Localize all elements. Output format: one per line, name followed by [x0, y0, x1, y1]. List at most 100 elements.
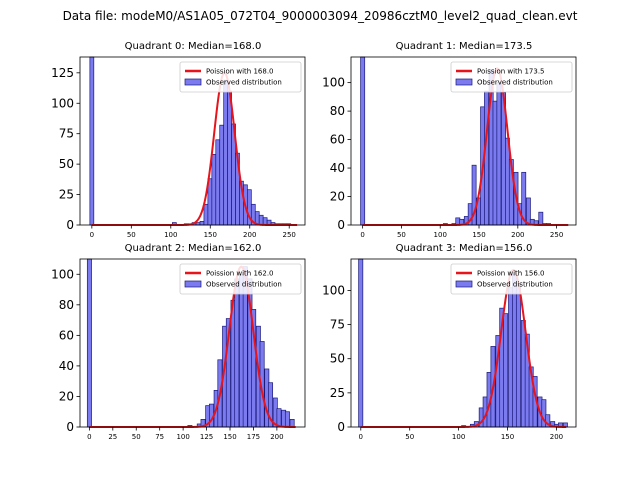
panel-title: Quadrant 1: Median=173.5 [396, 41, 533, 52]
plot-area: 0 25 50 75 100 0 50 100 150 200 [322, 258, 577, 441]
histogram-bar [199, 221, 205, 226]
legend-label-observed: Observed distribution [477, 281, 553, 289]
y-tick-label: 0 [337, 218, 345, 232]
x-tick-label: 200 [511, 231, 524, 239]
x-tick-label: 250 [550, 231, 563, 239]
x-tick-label: 150 [501, 433, 514, 441]
histogram-bar [360, 56, 366, 226]
legend: Poission with 162.0 Observed distributio… [179, 263, 302, 295]
x-tick-label: 150 [204, 231, 217, 239]
y-tick-label: 0 [66, 420, 74, 434]
histogram-bar [538, 211, 544, 226]
x-tick-label: 75 [155, 433, 164, 441]
panel-quadrant-0: Quadrant 0: Median=168.0 0 25 50 75 100 125 0 5… [51, 41, 306, 239]
y-tick-label: 20 [59, 389, 74, 403]
poisson-curve [91, 71, 298, 226]
x-tick-label: 200 [270, 433, 283, 441]
y-tick-label: 125 [51, 66, 74, 80]
x-tick-label: 50 [127, 231, 136, 239]
histogram-bar [211, 154, 217, 226]
x-tick-label: 0 [359, 433, 363, 441]
legend-label-poisson: Poission with 156.0 [477, 270, 545, 278]
x-tick-label: 25 [108, 433, 117, 441]
axes-frame [79, 56, 306, 226]
legend-bar-swatch [455, 280, 473, 288]
x-tick-label: 0 [360, 231, 364, 239]
legend: Poission with 168.0 Observed distributio… [179, 61, 302, 93]
y-tick-label: 60 [59, 328, 74, 342]
y-tick-label: 40 [330, 161, 345, 175]
panel-quadrant-2: Quadrant 2: Median=162.0 0 20 40 60 80 100 0 25… [51, 243, 306, 441]
legend-bar-swatch [455, 78, 473, 86]
histogram-bar [234, 278, 240, 428]
histogram-bar [219, 124, 225, 226]
histogram-bar [503, 313, 509, 428]
legend-label-observed: Observed distribution [206, 281, 282, 289]
legend-bar-swatch [184, 280, 202, 288]
histogram-bar [358, 258, 364, 428]
axes-frame [350, 56, 577, 226]
histogram-bar [515, 283, 521, 428]
panel-title: Quadrant 0: Median=168.0 [125, 41, 262, 52]
panel-quadrant-3: Quadrant 3: Median=156.0 0 25 50 75 100 0 50 10… [322, 243, 577, 441]
x-tick-label: 0 [90, 231, 94, 239]
histogram-bar [258, 214, 264, 226]
y-tick-label: 40 [59, 359, 74, 373]
histogram-bar [89, 56, 95, 226]
legend-label-poisson: Poission with 162.0 [206, 270, 274, 278]
legend-box [179, 263, 302, 295]
histogram-bar [492, 100, 498, 226]
y-tick-label: 80 [330, 104, 345, 118]
y-tick-label: 50 [59, 157, 74, 171]
y-tick-label: 75 [59, 127, 74, 141]
legend: Poission with 156.0 Observed distributio… [450, 263, 573, 295]
x-tick-label: 100 [434, 231, 447, 239]
histogram-bar [289, 419, 295, 428]
panel-quadrant-1: Quadrant 1: Median=173.5 0 20 40 60 80 100 0 50… [322, 41, 577, 239]
y-tick-label: 0 [66, 218, 74, 232]
panel-title: Quadrant 2: Median=162.0 [125, 243, 262, 254]
x-tick-label: 0 [87, 433, 91, 441]
x-tick-label: 100 [452, 433, 465, 441]
x-tick-label: 150 [472, 231, 485, 239]
histogram-bar [86, 258, 92, 428]
histogram-bar [284, 411, 290, 428]
histogram-bar [484, 90, 489, 226]
x-tick-label: 200 [550, 433, 563, 441]
histogram-bar [215, 139, 221, 226]
x-tick-label: 150 [223, 433, 236, 441]
legend-label-observed: Observed distribution [206, 79, 282, 87]
histogram-bar [227, 90, 232, 226]
y-tick-label: 100 [51, 267, 74, 281]
histogram-bar [223, 79, 228, 226]
x-tick-label: 50 [405, 433, 414, 441]
y-tick-label: 60 [330, 133, 345, 147]
legend: Poission with 173.5 Observed distributio… [450, 61, 573, 93]
y-tick-label: 75 [330, 318, 345, 332]
histogram-bar [276, 408, 282, 428]
legend-box [450, 61, 573, 93]
axes-frame [79, 258, 306, 428]
y-tick-label: 25 [59, 188, 74, 202]
y-tick-label: 100 [51, 96, 74, 110]
y-tick-label: 20 [330, 190, 345, 204]
legend-bar-swatch [184, 78, 202, 86]
legend-box [450, 263, 573, 295]
y-tick-label: 100 [322, 283, 345, 297]
histogram-bar [203, 203, 209, 226]
histogram-bar [496, 82, 502, 226]
legend-label-poisson: Poission with 168.0 [206, 68, 274, 76]
y-tick-label: 100 [322, 76, 345, 90]
x-tick-label: 50 [132, 433, 141, 441]
figure-title: Data file: modeM0/AS1A05_072T04_90000030… [63, 9, 578, 23]
legend-label-observed: Observed distribution [477, 79, 553, 87]
y-tick-label: 25 [330, 386, 345, 400]
y-tick-label: 50 [330, 352, 345, 366]
y-tick-label: 80 [59, 298, 74, 312]
x-tick-label: 125 [200, 433, 213, 441]
x-tick-label: 100 [176, 433, 189, 441]
histogram-bar [525, 197, 531, 226]
plot-area: 0 20 40 60 80 100 0 50 100 150 200 250 [322, 56, 577, 239]
plot-area: 0 20 40 60 80 100 0 25 50 75 100 125 150 175 200 [51, 258, 306, 441]
x-tick-label: 175 [247, 433, 260, 441]
